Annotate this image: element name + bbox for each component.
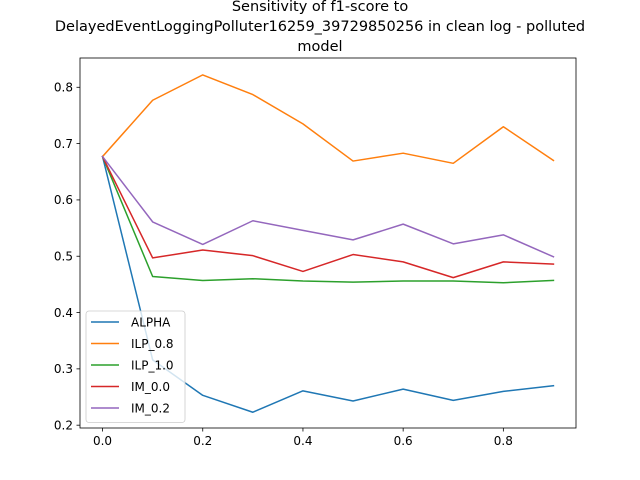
y-tick-label: 0.3	[54, 362, 73, 376]
legend: ALPHA ILP_0.8 ILP_1.0 IM_0.0 IM_0.2	[85, 310, 186, 423]
y-tick-label: 0.7	[54, 137, 73, 151]
legend-box	[85, 310, 186, 423]
series-line-ilp-0-8	[101, 74, 555, 165]
y-tick-label: 0.8	[54, 81, 73, 95]
plot-frame	[79, 57, 577, 429]
series-line-im-0-2	[101, 155, 555, 258]
chart-title-line-1: Sensitivity of f1-score to	[232, 0, 409, 15]
x-tick-label: 0.0	[93, 434, 112, 448]
legend-label: IM_0.0	[131, 380, 170, 394]
series-line-im-0-0	[101, 155, 555, 279]
series-lines	[101, 74, 555, 413]
axes: 0.0 0.2 0.4 0.6 0.8 0.2 0.3 0.4 0.5 0.6 0.7 0.8	[54, 57, 577, 448]
chart-title-line-2: DelayedEventLoggingPolluter16259_3972985…	[55, 19, 585, 35]
y-tick-label: 0.6	[54, 193, 73, 207]
x-tick-label: 0.8	[494, 434, 513, 448]
legend-label: ILP_0.8	[131, 337, 174, 351]
legend-label: ALPHA	[131, 315, 171, 329]
y-tick-label: 0.5	[54, 250, 73, 264]
legend-label: ILP_1.0	[131, 358, 174, 372]
y-tick-label: 0.4	[54, 306, 73, 320]
y-tick-label: 0.2	[54, 418, 73, 432]
chart-title-line-3: model	[297, 39, 342, 55]
x-tick-label: 0.4	[293, 434, 312, 448]
x-tick-label: 0.2	[193, 434, 212, 448]
legend-label: IM_0.2	[131, 401, 170, 415]
chart-title: Sensitivity of f1-score to DelayedEventL…	[55, 0, 585, 55]
x-tick-label: 0.6	[394, 434, 413, 448]
series-line-ilp-1-0	[101, 155, 555, 284]
